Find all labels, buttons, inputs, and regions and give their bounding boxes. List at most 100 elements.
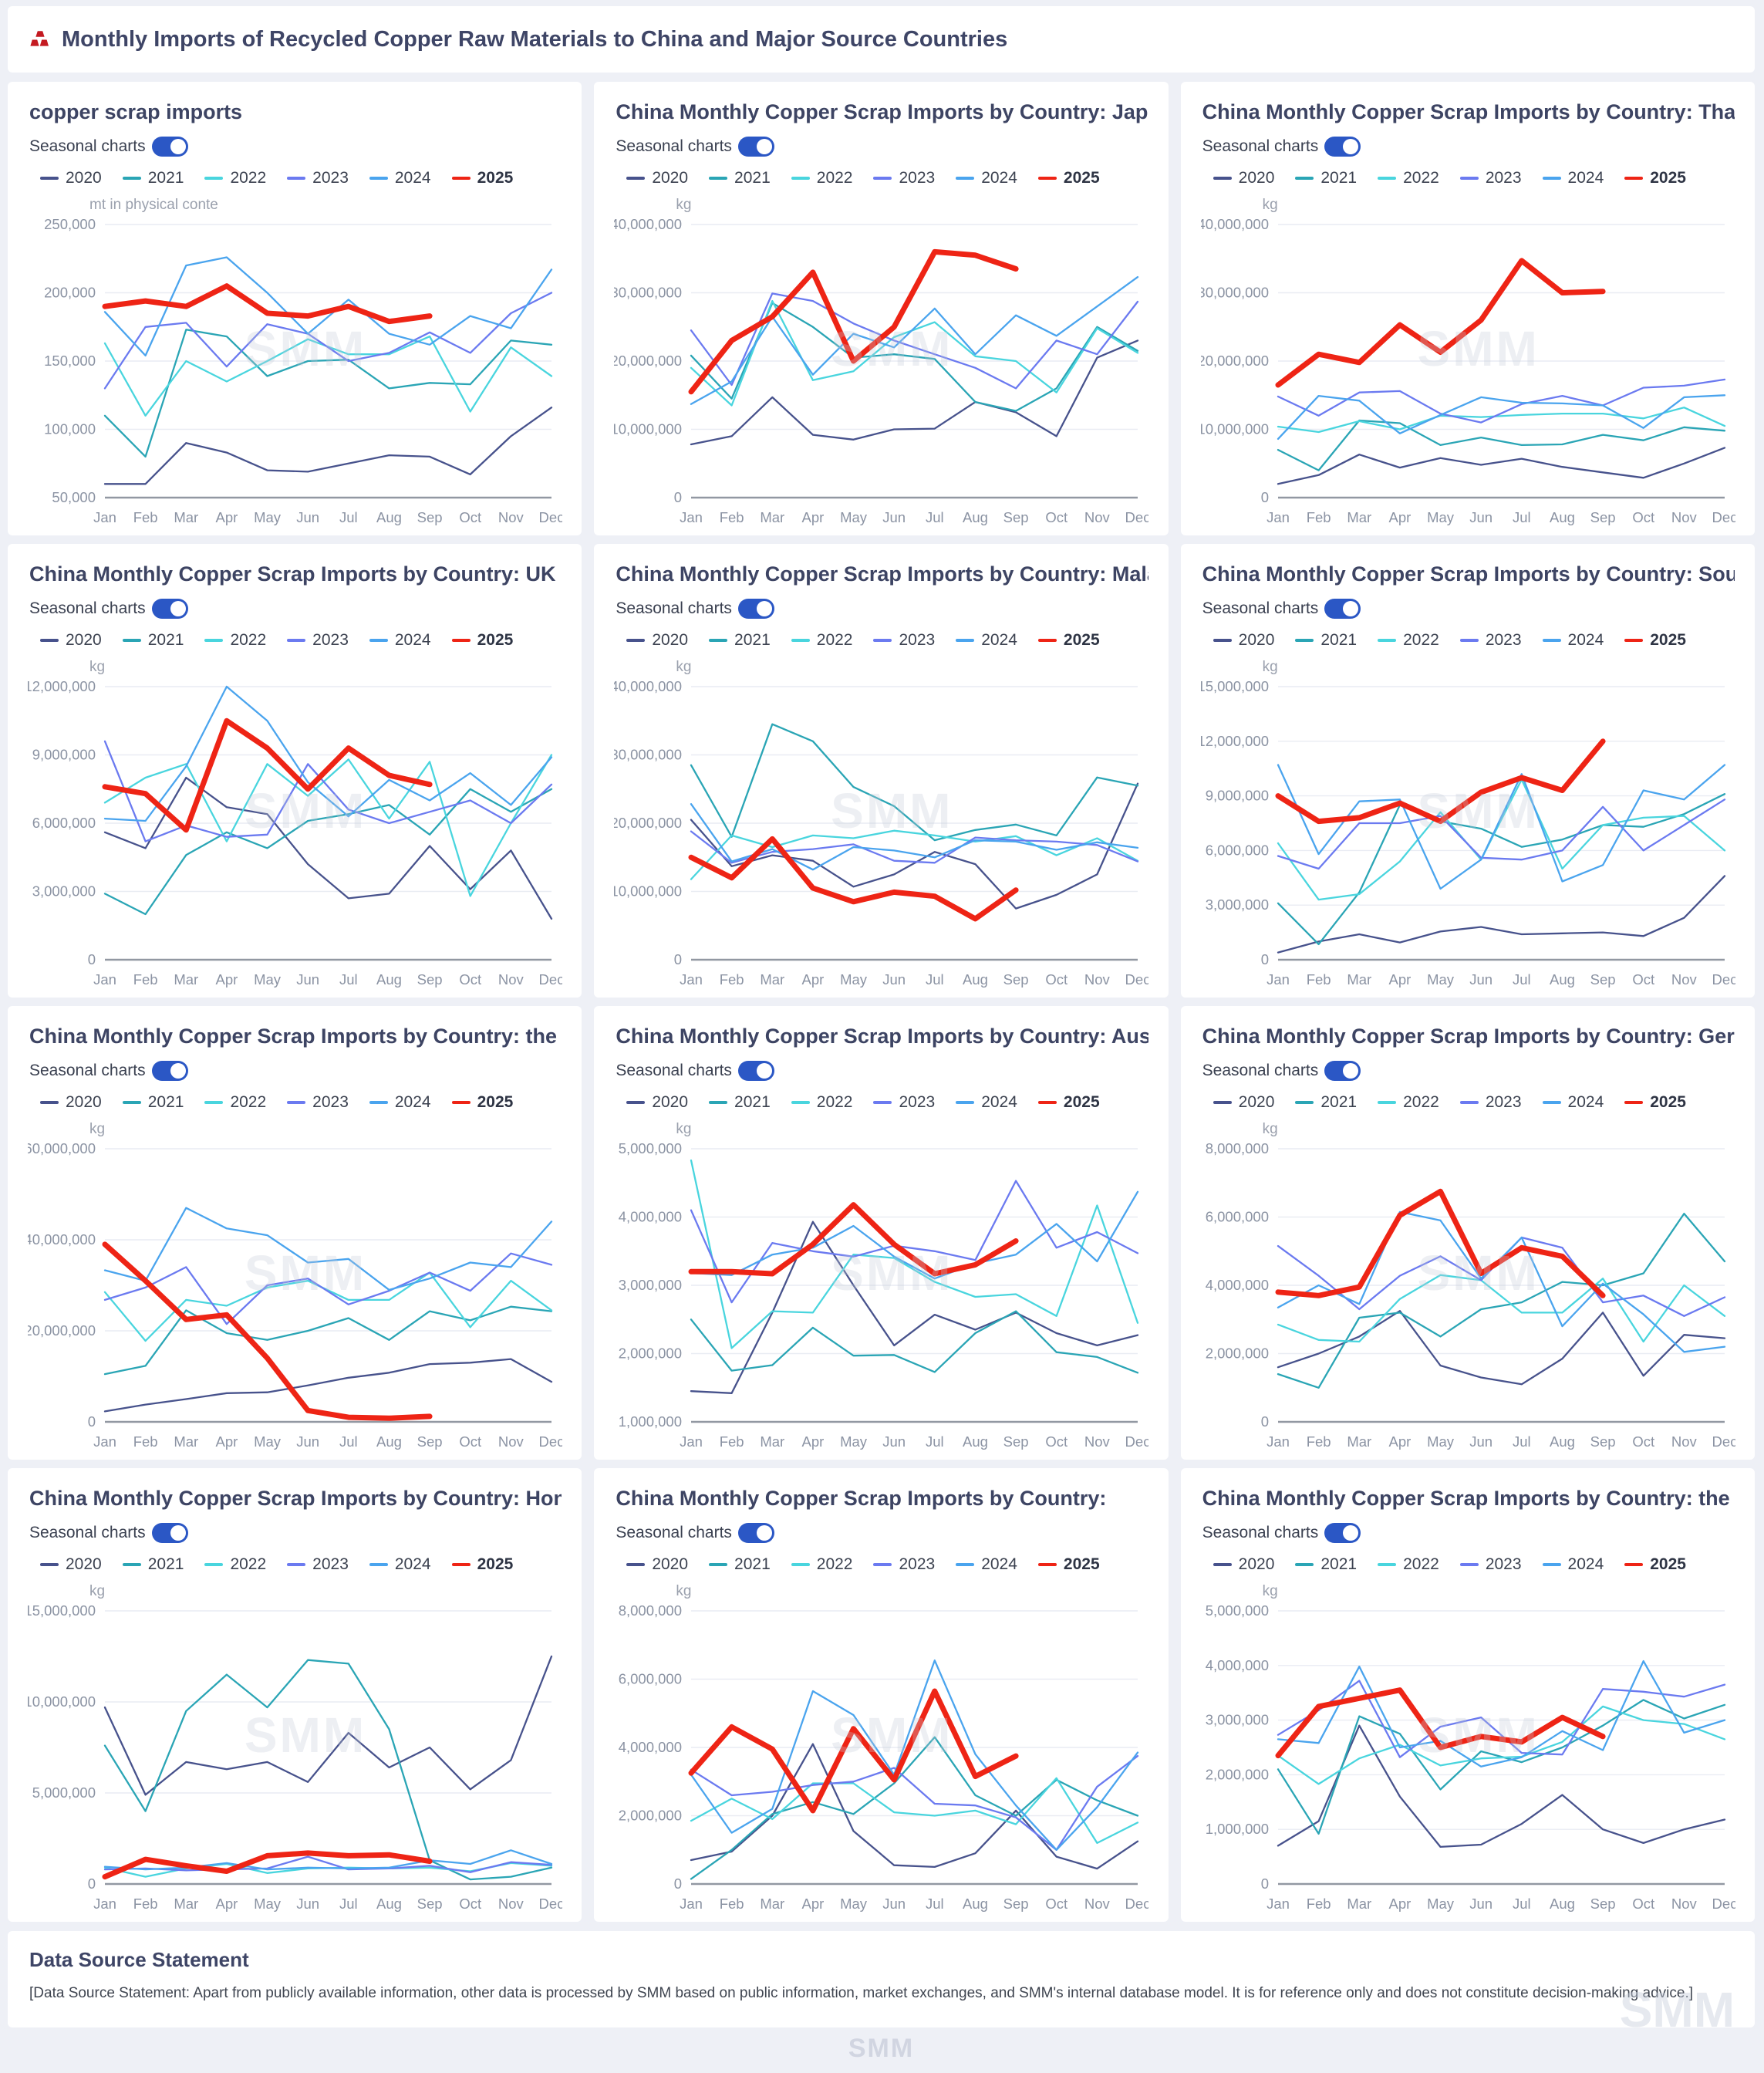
legend-item-2021[interactable]: 2021: [122, 169, 184, 187]
legend-item-2023[interactable]: 2023: [1459, 1093, 1522, 1112]
legend-item-2022[interactable]: 2022: [791, 169, 852, 187]
legend-item-2021[interactable]: 2021: [709, 169, 771, 187]
legend-item-2021[interactable]: 2021: [122, 1555, 184, 1574]
chart-card-9: China Monthly Copper Scrap Imports by Co…: [8, 1468, 582, 1922]
legend-item-2020[interactable]: 2020: [626, 169, 688, 187]
legend-item-2022[interactable]: 2022: [791, 1555, 852, 1574]
legend-item-2024[interactable]: 2024: [369, 1093, 431, 1112]
legend-swatch-icon: [626, 639, 646, 642]
legend-item-2024[interactable]: 2024: [369, 1555, 431, 1574]
legend-item-2023[interactable]: 2023: [287, 1555, 349, 1574]
x-tick-label-Sep: Sep: [417, 1896, 443, 1912]
legend-item-2022[interactable]: 2022: [204, 169, 266, 187]
seasonal-toggle[interactable]: [737, 1523, 774, 1543]
legend-item-2025[interactable]: 2025: [1624, 169, 1686, 187]
legend-item-2022[interactable]: 2022: [204, 631, 266, 650]
legend-item-2023[interactable]: 2023: [873, 1555, 935, 1574]
seasonal-toggle[interactable]: [1324, 599, 1361, 619]
legend-item-2025[interactable]: 2025: [1037, 631, 1100, 650]
legend-item-2025[interactable]: 2025: [1624, 1555, 1686, 1574]
legend-item-2025[interactable]: 2025: [451, 1093, 513, 1112]
legend-item-2025[interactable]: 2025: [1037, 169, 1100, 187]
legend-item-2023[interactable]: 2023: [287, 169, 349, 187]
legend-item-2023[interactable]: 2023: [1459, 631, 1522, 650]
seasonal-toggle[interactable]: [151, 1523, 188, 1543]
line-chart-svg: 50,000 100,000 150,000 200,000 250,000 Jan Feb…: [44, 216, 564, 525]
seasonal-toggle[interactable]: [1324, 1061, 1361, 1081]
x-tick-label-Jan: Jan: [680, 1896, 703, 1912]
seasonal-toggle[interactable]: [151, 137, 188, 157]
legend-item-2024[interactable]: 2024: [369, 631, 431, 650]
legend-item-2020[interactable]: 2020: [1213, 169, 1274, 187]
seasonal-toggle[interactable]: [151, 1061, 188, 1081]
legend-item-2020[interactable]: 2020: [626, 631, 688, 650]
legend-item-2022[interactable]: 2022: [791, 1093, 852, 1112]
x-tick-label-Jun: Jun: [1469, 1433, 1492, 1450]
legend-item-2020[interactable]: 2020: [1213, 1555, 1274, 1574]
legend-item-2023[interactable]: 2023: [1459, 1555, 1522, 1574]
seasonal-toggle[interactable]: [737, 599, 774, 619]
series-line-2024: [690, 803, 1139, 871]
series-line-2020: [103, 407, 553, 485]
seasonal-toggle[interactable]: [1324, 1523, 1361, 1543]
toggle-knob-icon: [756, 1525, 772, 1541]
legend-item-2021[interactable]: 2021: [1295, 631, 1357, 650]
legend-item-2022[interactable]: 2022: [1378, 1093, 1439, 1112]
legend-item-2024[interactable]: 2024: [369, 169, 431, 187]
legend-item-2022[interactable]: 2022: [791, 631, 852, 650]
legend-item-2021[interactable]: 2021: [122, 631, 184, 650]
seasonal-toggle[interactable]: [151, 599, 188, 619]
legend-item-2025[interactable]: 2025: [451, 631, 513, 650]
legend-item-2020[interactable]: 2020: [1213, 631, 1274, 650]
legend-item-2024[interactable]: 2024: [956, 169, 1017, 187]
legend-item-2021[interactable]: 2021: [1295, 1555, 1357, 1574]
legend-item-2023[interactable]: 2023: [873, 631, 935, 650]
legend-item-2021[interactable]: 2021: [1295, 1093, 1357, 1112]
legend-item-2024[interactable]: 2024: [956, 1555, 1017, 1574]
legend-item-2025[interactable]: 2025: [1037, 1093, 1100, 1112]
legend-item-2023[interactable]: 2023: [873, 169, 935, 187]
legend-item-2020[interactable]: 2020: [1213, 1093, 1274, 1112]
series-line-2024: [103, 1207, 553, 1291]
legend-item-2020[interactable]: 2020: [40, 1555, 102, 1574]
seasonal-toggle[interactable]: [1324, 137, 1361, 157]
legend-item-2024[interactable]: 2024: [1542, 169, 1604, 187]
legend-item-2025[interactable]: 2025: [451, 1555, 513, 1574]
legend-item-2022[interactable]: 2022: [1378, 1555, 1439, 1574]
legend-item-2025[interactable]: 2025: [1624, 631, 1686, 650]
legend-item-2023[interactable]: 2023: [287, 1093, 349, 1112]
legend-item-2021[interactable]: 2021: [1295, 169, 1357, 187]
y-tick-label: 60,000,000: [28, 1140, 96, 1156]
legend-item-2021[interactable]: 2021: [709, 631, 771, 650]
legend-item-2023[interactable]: 2023: [287, 631, 349, 650]
legend-item-2020[interactable]: 2020: [40, 1093, 102, 1112]
legend-item-2021[interactable]: 2021: [709, 1555, 771, 1574]
legend-item-2020[interactable]: 2020: [40, 169, 102, 187]
seasonal-toggle[interactable]: [737, 137, 774, 157]
legend-label: 2024: [1567, 169, 1604, 187]
seasonal-toggle[interactable]: [737, 1061, 774, 1081]
legend-item-2024[interactable]: 2024: [1542, 631, 1604, 650]
legend-item-2020[interactable]: 2020: [626, 1093, 688, 1112]
legend-item-2024[interactable]: 2024: [1542, 1093, 1604, 1112]
legend-item-2024[interactable]: 2024: [956, 631, 1017, 650]
legend-item-2025[interactable]: 2025: [1037, 1555, 1100, 1574]
legend-item-2020[interactable]: 2020: [626, 1555, 688, 1574]
legend-item-2022[interactable]: 2022: [1378, 631, 1439, 650]
legend-item-2022[interactable]: 2022: [204, 1093, 266, 1112]
legend-item-2022[interactable]: 2022: [204, 1555, 266, 1574]
line-chart-svg: 0 10,000,000 20,000,000 30,000,000 40,000,00…: [611, 678, 1151, 988]
legend-item-2024[interactable]: 2024: [956, 1093, 1017, 1112]
legend-item-2021[interactable]: 2021: [709, 1093, 771, 1112]
legend-item-2024[interactable]: 2024: [1542, 1555, 1604, 1574]
legend-item-2020[interactable]: 2020: [40, 631, 102, 650]
legend-item-2023[interactable]: 2023: [1459, 169, 1522, 187]
legend-item-2025[interactable]: 2025: [451, 169, 513, 187]
legend-item-2022[interactable]: 2022: [1378, 169, 1439, 187]
series-line-2025: [102, 283, 433, 325]
legend-item-2025[interactable]: 2025: [1624, 1093, 1686, 1112]
legend-item-2021[interactable]: 2021: [122, 1093, 184, 1112]
series-line-2023: [690, 292, 1139, 390]
legend-item-2023[interactable]: 2023: [873, 1093, 935, 1112]
